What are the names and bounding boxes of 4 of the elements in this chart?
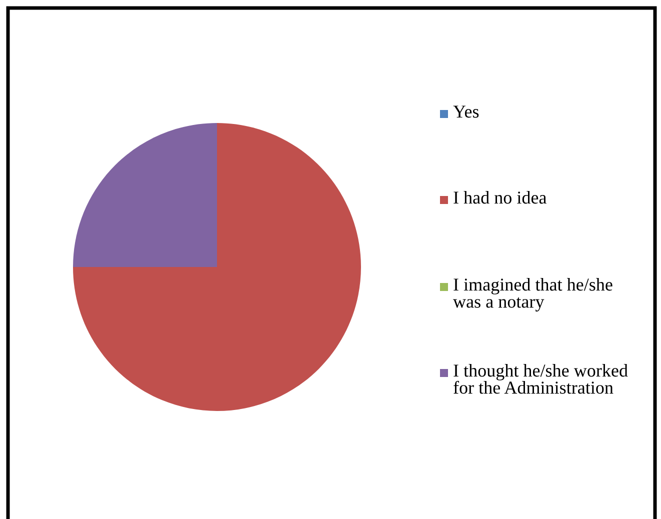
legend-label: I imagined that he/she was a notary — [453, 278, 612, 312]
legend-label: Yes — [453, 106, 479, 118]
legend-label: I had no idea — [454, 191, 547, 204]
legend-label: I thought he/she worked for the Administration — [454, 364, 628, 394]
